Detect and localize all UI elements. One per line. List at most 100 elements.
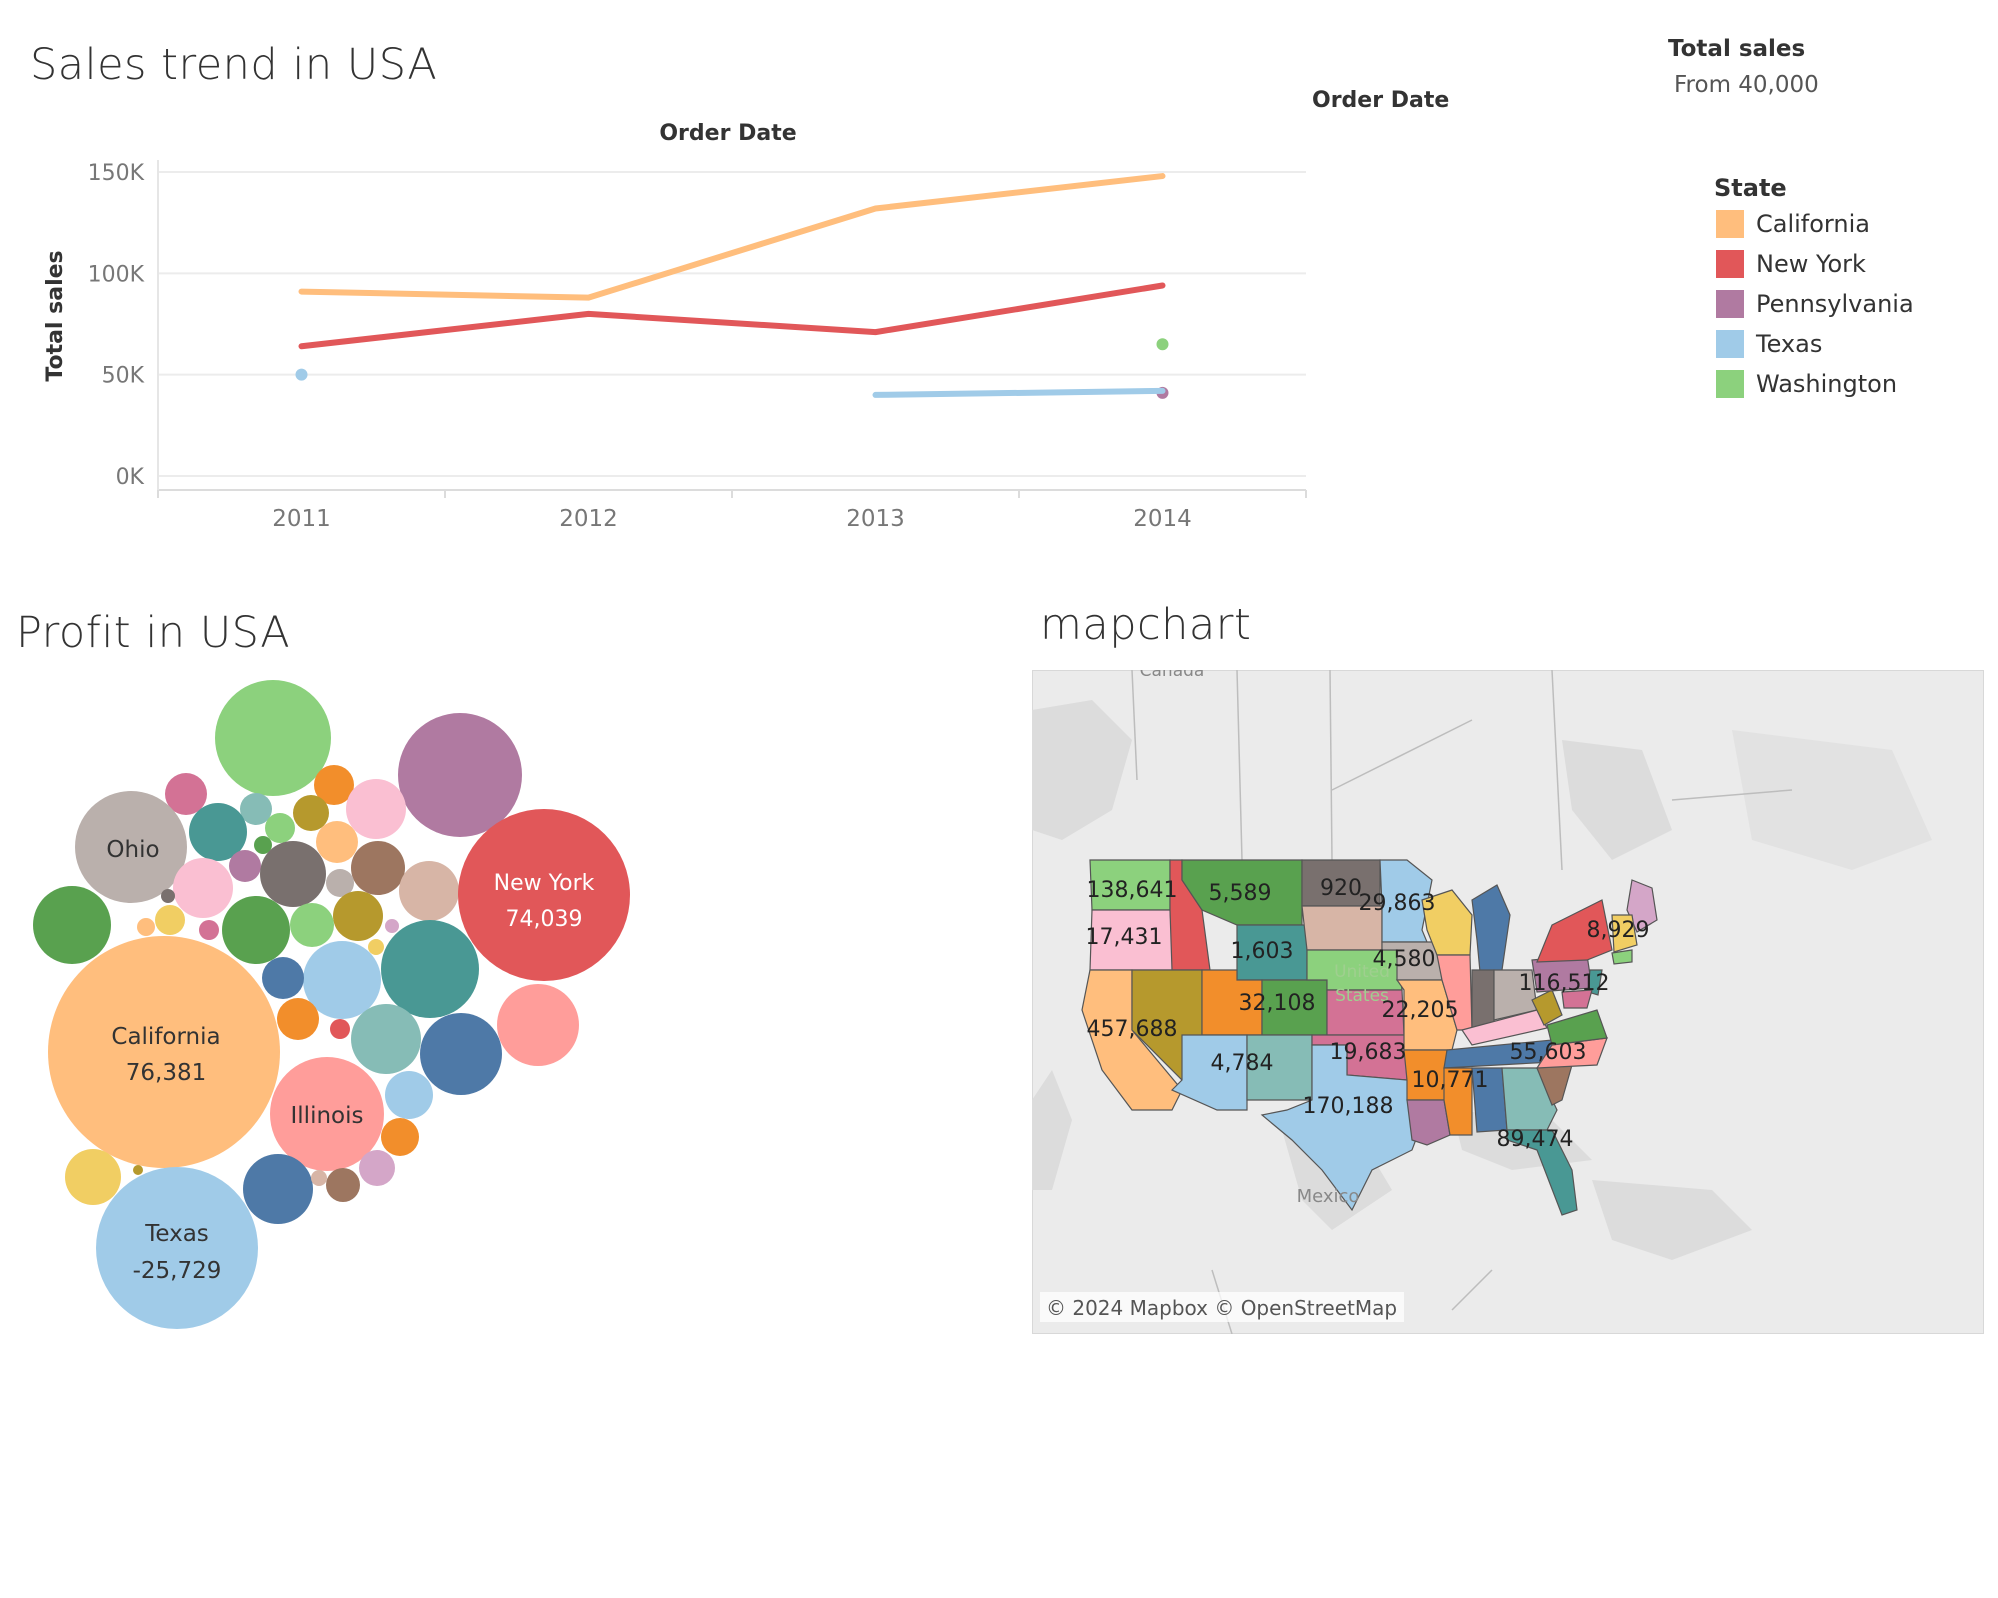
bubble[interactable] bbox=[189, 803, 247, 861]
series-line-new-york bbox=[298, 282, 1166, 350]
state-new-york[interactable] bbox=[1536, 899, 1613, 963]
bubble[interactable] bbox=[260, 841, 326, 907]
filter-measure-value[interactable]: From 40,000 bbox=[1674, 72, 1819, 98]
bubble[interactable] bbox=[333, 891, 383, 941]
bubble[interactable] bbox=[48, 936, 280, 1168]
bubble-label-state: California bbox=[111, 1024, 220, 1050]
state-indiana[interactable] bbox=[1471, 969, 1495, 1031]
bubble-chart-title: Profit in USA bbox=[16, 608, 291, 658]
bubble[interactable] bbox=[351, 841, 405, 895]
x-tick-label: 2011 bbox=[272, 506, 331, 532]
bubble[interactable] bbox=[75, 791, 187, 903]
bubble-label-value: 76,381 bbox=[126, 1060, 206, 1086]
map-value-label: 32,108 bbox=[1239, 991, 1316, 1016]
bubble[interactable] bbox=[293, 795, 329, 831]
state-texas[interactable] bbox=[1260, 1044, 1428, 1212]
bubble[interactable] bbox=[398, 713, 522, 837]
filter-measure-label: Total sales bbox=[1668, 36, 1806, 62]
bubble[interactable] bbox=[33, 886, 111, 964]
map-value-label: 22,205 bbox=[1382, 998, 1459, 1023]
bubble[interactable] bbox=[316, 821, 358, 863]
bubble[interactable] bbox=[351, 1004, 421, 1074]
bubble[interactable] bbox=[215, 680, 331, 796]
map-value-label: 19,683 bbox=[1330, 1040, 1407, 1065]
legend-label: California bbox=[1756, 210, 1870, 238]
legend-item[interactable]: Texas bbox=[1716, 330, 1822, 358]
bubble[interactable] bbox=[229, 850, 261, 882]
state-maryland[interactable] bbox=[1561, 989, 1593, 1009]
bubble[interactable] bbox=[385, 919, 399, 933]
map-value-label: 1,603 bbox=[1231, 939, 1294, 964]
bubble[interactable] bbox=[311, 1170, 327, 1186]
map-value-label: 5,589 bbox=[1209, 881, 1272, 906]
map[interactable]: Canada United States Mexico 138,641 5,589… bbox=[1032, 670, 1984, 1334]
bubble[interactable] bbox=[277, 998, 319, 1040]
bubble[interactable] bbox=[254, 836, 272, 854]
bubble[interactable] bbox=[96, 1167, 258, 1329]
legend-item[interactable]: Pennsylvania bbox=[1716, 290, 1914, 318]
state-florida[interactable] bbox=[1506, 1129, 1578, 1216]
bubble[interactable] bbox=[326, 1168, 360, 1202]
legend-item[interactable]: New York bbox=[1716, 250, 1866, 278]
state-kentucky[interactable] bbox=[1461, 1009, 1548, 1046]
bubble[interactable] bbox=[385, 1071, 433, 1119]
bubble[interactable] bbox=[399, 861, 459, 921]
line-chart-xheader: Order Date bbox=[659, 121, 796, 146]
legend-label: Washington bbox=[1756, 370, 1898, 398]
state-connecticut[interactable] bbox=[1611, 949, 1633, 965]
bubble[interactable] bbox=[262, 957, 304, 999]
legend-swatch bbox=[1716, 330, 1744, 358]
bubble[interactable] bbox=[326, 869, 354, 897]
bubble[interactable] bbox=[368, 939, 384, 955]
bubble[interactable] bbox=[199, 920, 219, 940]
state-new-jersey[interactable] bbox=[1587, 969, 1603, 996]
bubble[interactable] bbox=[165, 773, 207, 815]
map-place-label-line: States bbox=[1335, 986, 1389, 1006]
bubble[interactable] bbox=[243, 1154, 313, 1224]
state-virginia[interactable] bbox=[1546, 1009, 1608, 1046]
bubble[interactable] bbox=[161, 889, 175, 903]
bubble[interactable] bbox=[359, 1150, 395, 1186]
legend-label: Texas bbox=[1756, 330, 1823, 358]
bubble[interactable] bbox=[330, 1019, 350, 1039]
legend-item[interactable]: California bbox=[1716, 210, 1870, 238]
bubble[interactable] bbox=[65, 1149, 121, 1205]
bubble[interactable] bbox=[381, 1118, 419, 1156]
bubble[interactable] bbox=[458, 809, 630, 981]
map-value-label: 8,929 bbox=[1587, 918, 1650, 943]
bubble[interactable] bbox=[314, 765, 354, 805]
bubble[interactable] bbox=[420, 1013, 502, 1095]
bubble[interactable] bbox=[155, 905, 185, 935]
bubble[interactable] bbox=[270, 1057, 384, 1171]
series-point-texas bbox=[295, 368, 308, 381]
y-tick-label: 150K bbox=[88, 161, 145, 186]
map-value-label: 920 bbox=[1320, 876, 1362, 901]
map-value-label: 116,512 bbox=[1519, 971, 1610, 996]
state-mississippi[interactable] bbox=[1443, 1067, 1473, 1136]
state-new-england[interactable] bbox=[1611, 914, 1638, 953]
bubble[interactable] bbox=[346, 779, 406, 839]
series-line-california bbox=[298, 173, 1166, 301]
legend-title: State bbox=[1714, 174, 1787, 202]
map-attribution[interactable]: © 2024 Mapbox © OpenStreetMap bbox=[1046, 1296, 1397, 1320]
bubble-label-state: New York bbox=[494, 871, 595, 896]
bubble[interactable] bbox=[290, 903, 334, 947]
bubble[interactable] bbox=[381, 920, 479, 1018]
state-maine[interactable] bbox=[1626, 879, 1658, 933]
bubble[interactable] bbox=[173, 858, 233, 918]
bubble[interactable] bbox=[222, 896, 290, 964]
legend-swatch bbox=[1716, 290, 1744, 318]
map-place-label-line: United bbox=[1334, 962, 1390, 982]
legend-item[interactable]: Washington bbox=[1716, 370, 1897, 398]
bubble[interactable] bbox=[497, 984, 579, 1066]
map-value-label: 4,784 bbox=[1211, 1051, 1274, 1076]
state-louisiana[interactable] bbox=[1406, 1099, 1451, 1146]
state-west-virginia[interactable] bbox=[1531, 989, 1563, 1026]
bubble-label-state: Ohio bbox=[106, 837, 159, 863]
state-minnesota[interactable] bbox=[1379, 859, 1433, 943]
bubble[interactable] bbox=[303, 941, 381, 1019]
bubble[interactable] bbox=[265, 813, 295, 843]
bubble[interactable] bbox=[240, 793, 272, 825]
bubble[interactable] bbox=[137, 918, 155, 936]
bubble[interactable] bbox=[133, 1165, 143, 1175]
